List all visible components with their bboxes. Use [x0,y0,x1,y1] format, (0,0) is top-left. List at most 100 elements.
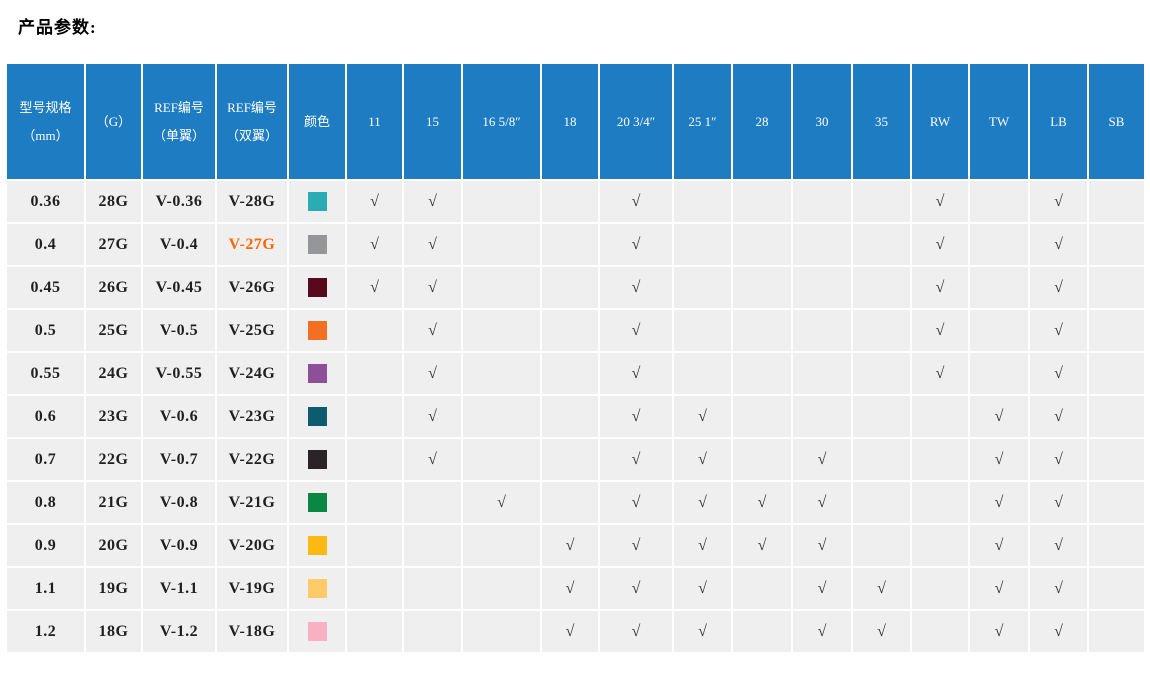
checkmark: √ [370,278,379,296]
color-cell [287,566,347,611]
size-cell-s15: √ [402,308,463,353]
ref-double-cell: V-25G [215,308,289,353]
checkmark: √ [428,235,437,253]
checkmark: √ [994,450,1004,468]
size-cell-s30 [791,308,853,353]
gauge-cell: 25G [84,308,143,353]
size-cell-s18 [540,265,600,310]
size-cell-s20: √ [598,566,674,611]
spec-cell: 0.5 [5,308,86,353]
checkmark: √ [1054,622,1063,640]
size-cell-s18 [540,480,600,525]
checkmark: √ [994,407,1004,425]
checkmark: √ [935,235,945,253]
ref-single-cell: V-0.7 [141,437,217,482]
size-cell-lb: √ [1028,480,1089,525]
size-cell-s18 [540,308,600,353]
size-cell-s20: √ [598,609,674,654]
checkmark: √ [1054,235,1063,253]
size-cell-sb [1087,394,1146,439]
spec-cell: 0.55 [5,351,86,396]
size-cell-tw [968,308,1030,353]
size-cell-sb [1087,480,1146,525]
table-row: 0.36 28G V-0.36 V-28G √ √ √ √ √ [5,179,1146,224]
size-cell-s35 [851,308,912,353]
checkmark: √ [994,493,1004,511]
size-cell-lb: √ [1028,179,1089,224]
checkmark: √ [1054,321,1063,339]
size-cell-s28 [731,265,793,310]
checkmark: √ [631,235,641,253]
size-cell-rw: √ [910,222,970,267]
size-cell-s15 [402,609,463,654]
size-cell-s15 [402,523,463,568]
column-header-s28: 28 [731,62,793,181]
size-cell-s20: √ [598,308,674,353]
size-cell-tw: √ [968,609,1030,654]
size-cell-s20: √ [598,222,674,267]
ref-double-cell: V-26G [215,265,289,310]
column-header-s20: 20 3/4″ [598,62,674,181]
size-cell-s30 [791,179,853,224]
column-header-sb: SB [1087,62,1146,181]
size-cell-s20: √ [598,480,674,525]
size-cell-s16 [461,609,542,654]
table-row: 0.4 27G V-0.4 V-27G √ √ √ √ √ [5,222,1146,267]
gauge-cell: 21G [84,480,143,525]
size-cell-s25 [672,222,733,267]
color-cell [287,523,347,568]
ref-double-cell: V-19G [215,566,289,611]
checkmark: √ [1054,278,1063,296]
color-swatch [307,450,327,469]
ref-single-cell: V-0.9 [141,523,217,568]
size-cell-s25 [672,265,733,310]
size-cell-s18 [540,394,600,439]
spec-cell: 0.7 [5,437,86,482]
checkmark: √ [631,536,641,554]
column-header-spec: 型号规格 （mm） [5,62,86,181]
color-swatch [307,364,327,383]
ref-double-cell: V-18G [215,609,289,654]
checkmark: √ [565,579,575,597]
size-cell-s20: √ [598,437,674,482]
size-cell-s30: √ [791,523,853,568]
ref-single-cell: V-0.45 [141,265,217,310]
column-header-color: 颜色 [287,62,347,181]
checkmark: √ [1054,364,1063,382]
size-cell-lb: √ [1028,566,1089,611]
size-cell-s28 [731,308,793,353]
size-cell-s18 [540,437,600,482]
gauge-cell: 20G [84,523,143,568]
size-cell-sb [1087,523,1146,568]
size-cell-s11: √ [345,179,404,224]
spec-cell: 0.45 [5,265,86,310]
checkmark: √ [631,321,641,339]
size-cell-s28 [731,437,793,482]
product-parameters-table: 型号规格 （mm） （G） REF编号 （单翼） REF编号 （双翼） 颜色 11 15 16… [5,62,1146,654]
size-cell-tw: √ [968,523,1030,568]
column-header-s18: 18 [540,62,600,181]
size-cell-s11 [345,523,404,568]
ref-single-cell: V-0.5 [141,308,217,353]
checkmark: √ [631,493,641,511]
checkmark: √ [1054,493,1063,511]
size-cell-s16 [461,222,542,267]
size-cell-s15: √ [402,351,463,396]
spec-cell: 0.4 [5,222,86,267]
color-swatch [307,321,327,340]
checkmark: √ [698,407,707,425]
checkmark: √ [698,579,707,597]
column-header-rw: RW [910,62,970,181]
size-cell-s20: √ [598,265,674,310]
color-swatch [307,622,327,641]
checkmark: √ [428,364,437,382]
size-cell-lb: √ [1028,394,1089,439]
column-header-ref_single: REF编号 （单翼） [141,62,217,181]
checkmark: √ [370,192,379,210]
size-cell-s15 [402,480,463,525]
size-cell-sb [1087,265,1146,310]
size-cell-s18: √ [540,609,600,654]
gauge-cell: 28G [84,179,143,224]
checkmark: √ [994,536,1004,554]
size-cell-s16 [461,179,542,224]
